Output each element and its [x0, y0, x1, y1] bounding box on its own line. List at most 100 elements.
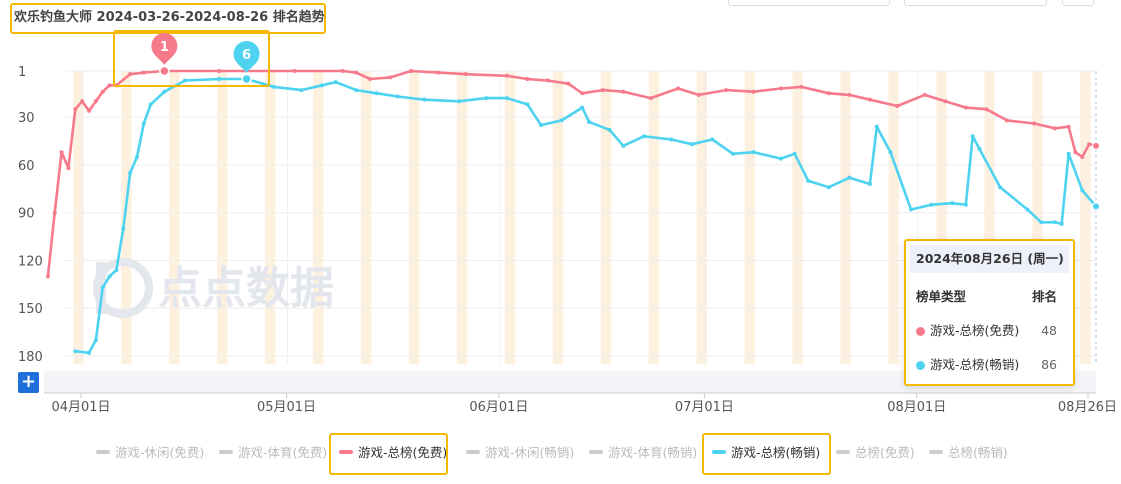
tooltip-row-paid: 游戏-总榜(畅销) 86	[916, 355, 1057, 375]
weekend-band	[648, 71, 660, 364]
series-point	[87, 108, 91, 113]
series-point	[669, 137, 674, 142]
series-point	[826, 185, 831, 190]
series-point	[826, 91, 831, 96]
y-tick-label: 60	[18, 159, 35, 174]
series-point	[217, 69, 222, 73]
legend-label: 游戏-总榜(免费)	[358, 445, 448, 460]
series-point	[847, 175, 852, 180]
series-point	[621, 143, 626, 148]
series-endpoint	[1092, 141, 1100, 150]
series-point	[128, 170, 133, 175]
legend-item[interactable]: 游戏-总榜(免费)	[339, 441, 447, 465]
series-point	[621, 89, 626, 94]
series-layer	[45, 69, 1100, 355]
series-point	[217, 76, 222, 81]
legend-item[interactable]: 总榜(畅销)	[929, 441, 1008, 465]
x-tick-label: 06月01日	[469, 400, 528, 415]
x-tick-label: 07月01日	[675, 400, 734, 415]
weekend-band	[313, 71, 324, 364]
series-point	[970, 134, 975, 139]
series-point	[874, 124, 879, 129]
series-point	[162, 89, 167, 94]
y-tick-label: 180	[18, 350, 43, 365]
top-control-1[interactable]	[728, 0, 890, 6]
series-point	[395, 94, 400, 99]
series-point	[545, 78, 550, 83]
series-point	[559, 118, 564, 123]
series-point	[456, 99, 461, 104]
series-point	[587, 119, 592, 124]
series-point	[134, 154, 139, 159]
watermark: 点点数据	[158, 263, 334, 314]
x-tick-label: 08月26日	[1058, 400, 1117, 415]
weekend-band	[840, 71, 851, 364]
weekend-band	[504, 71, 516, 364]
series-point	[436, 70, 441, 75]
series-point	[799, 84, 804, 89]
legend-swatch-icon	[712, 450, 726, 454]
series-point	[388, 75, 393, 80]
legend-item[interactable]: 游戏-体育(免费)	[219, 441, 327, 465]
tooltip-row-free: 游戏-总榜(免费) 48	[916, 321, 1057, 341]
series-point	[148, 102, 153, 107]
series-point	[778, 156, 783, 161]
legend-swatch-icon	[96, 450, 110, 454]
weekend-band	[552, 71, 564, 364]
free-dot-icon	[916, 327, 925, 336]
x-tick-label: 08月01日	[887, 400, 946, 415]
series-point	[80, 99, 85, 104]
legend-item[interactable]: 游戏-休闲(畅销)	[466, 441, 574, 465]
series-point	[128, 72, 133, 77]
legend-label: 游戏-休闲(畅销)	[485, 445, 575, 460]
legend-item[interactable]: 总榜(免费)	[836, 441, 915, 465]
weekend-band	[169, 71, 180, 364]
series-point	[73, 107, 78, 112]
series-point	[484, 96, 489, 101]
legend-item[interactable]: 游戏-休闲(免费)	[96, 441, 204, 465]
legend-swatch-icon	[339, 450, 353, 454]
weekend-band	[936, 71, 947, 364]
series-point	[648, 96, 653, 101]
series-point	[689, 142, 694, 147]
paid-dot-icon	[916, 361, 925, 370]
legend-swatch-icon	[929, 450, 943, 454]
series-point	[422, 97, 427, 102]
tooltip-row-name: 游戏-总榜(畅销)	[930, 357, 1020, 372]
legend-item[interactable]: 游戏-体育(畅销)	[589, 441, 697, 465]
series-point	[333, 80, 338, 85]
legend-label: 总榜(免费)	[855, 445, 915, 460]
marker-dot	[241, 73, 252, 85]
weekend-band	[600, 71, 612, 364]
series-point	[141, 121, 146, 126]
series-point	[319, 83, 324, 88]
legend-item[interactable]: 游戏-总榜(畅销)	[712, 441, 820, 465]
legend-label: 总榜(畅销)	[948, 445, 1008, 460]
series-point	[1087, 142, 1092, 147]
series-point	[1080, 154, 1085, 159]
series-point	[408, 69, 413, 73]
series-point	[984, 107, 989, 112]
top-control-2[interactable]	[904, 0, 1047, 6]
marker-dot	[159, 65, 170, 77]
series-point	[271, 84, 276, 89]
tooltip-date: 2024年08月26日 (周一)	[910, 245, 1069, 273]
series-point	[792, 151, 797, 156]
series-point	[943, 99, 948, 104]
series-point	[1073, 150, 1078, 155]
series-point	[114, 268, 119, 273]
weekend-band	[456, 71, 468, 364]
series-point	[141, 70, 146, 75]
weekend-band	[696, 71, 707, 364]
series-point	[1039, 220, 1044, 225]
series-point	[867, 97, 872, 102]
tooltip-row-name: 游戏-总榜(免费)	[930, 323, 1020, 338]
series-point	[963, 202, 968, 207]
top-control-3[interactable]	[1062, 0, 1094, 6]
zoom-plus-button[interactable]: +	[18, 372, 39, 393]
y-tick-label: 1	[18, 65, 26, 80]
tooltip-row-value: 48	[1041, 323, 1057, 338]
legend-label: 游戏-休闲(免费)	[115, 445, 205, 460]
series-point	[998, 185, 1003, 190]
